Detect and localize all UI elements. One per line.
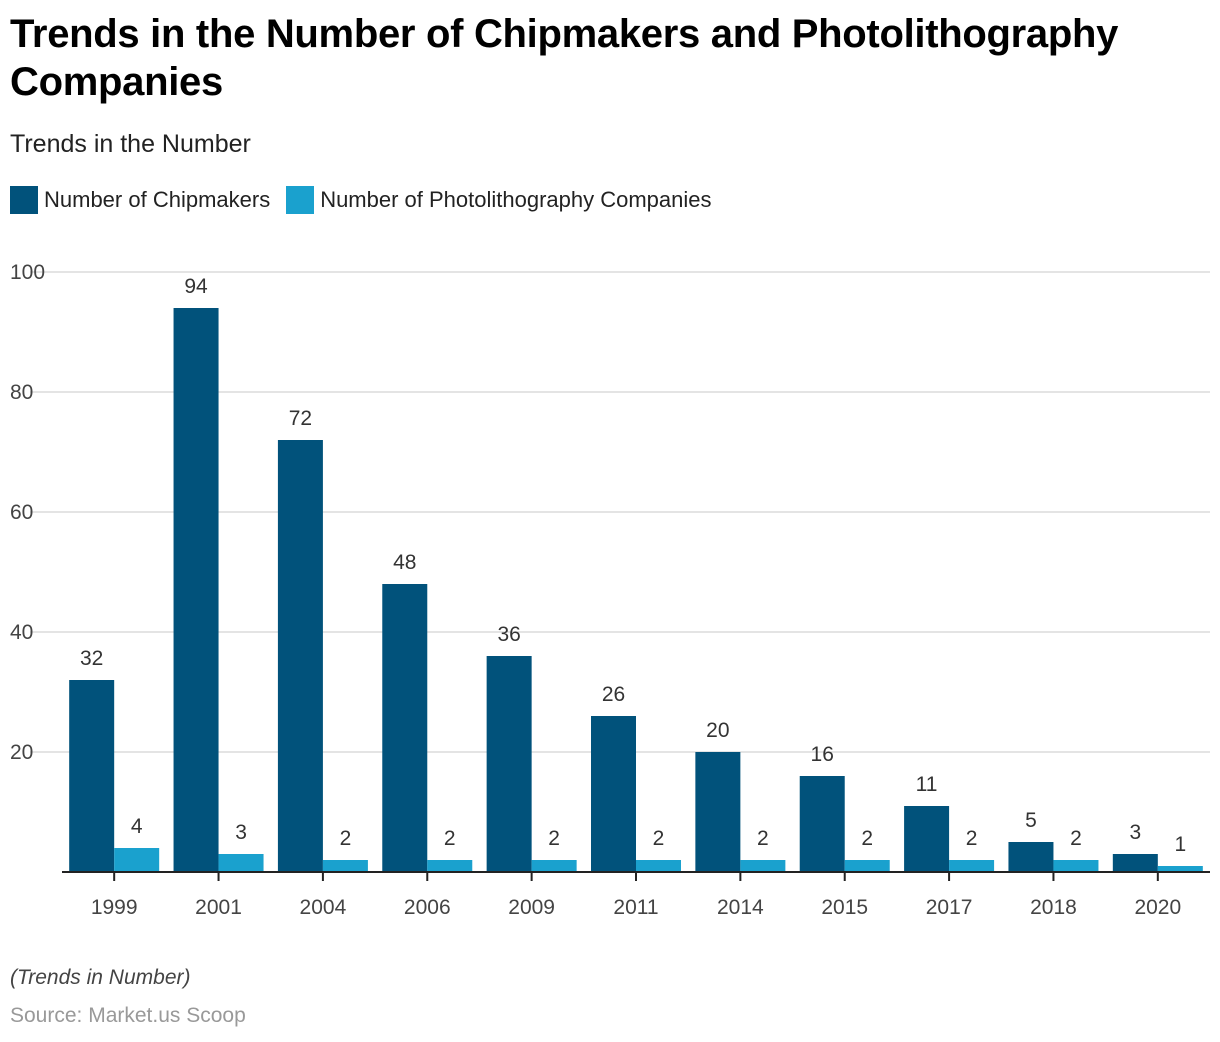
data-label-photolithography: 1 <box>1174 833 1186 856</box>
data-label-chipmakers: 16 <box>811 743 834 766</box>
bar-photolithography <box>218 854 264 872</box>
x-tick-label: 2011 <box>613 896 658 919</box>
bars <box>69 308 1203 872</box>
bar-chipmakers <box>173 308 219 872</box>
data-label-photolithography: 2 <box>1070 827 1082 850</box>
bar-photolithography <box>1053 860 1099 872</box>
x-tick-label: 2006 <box>404 896 451 919</box>
bar-photolithography <box>114 848 160 872</box>
y-tick-label: 60 <box>10 501 33 524</box>
bar-photolithography <box>636 860 681 872</box>
bar-chipmakers <box>1112 854 1158 872</box>
data-label-photolithography: 2 <box>861 827 873 850</box>
bar-photolithography <box>427 860 473 872</box>
chart-note: (Trends in Number) <box>10 966 191 989</box>
bar-chipmakers <box>799 776 845 872</box>
data-label-chipmakers: 72 <box>289 407 312 430</box>
x-tick-label: 2015 <box>821 896 868 919</box>
data-label-photolithography: 2 <box>653 827 665 850</box>
data-label-photolithography: 2 <box>548 827 560 850</box>
bar-chipmakers <box>904 806 950 872</box>
x-tick-label: 2001 <box>195 896 242 919</box>
data-label-chipmakers: 3 <box>1129 821 1141 844</box>
data-label-photolithography: 3 <box>235 821 247 844</box>
bar-chipmakers <box>382 584 428 872</box>
data-label-photolithography: 2 <box>340 827 352 850</box>
bar-photolithography <box>322 860 368 872</box>
legend-item-chipmakers[interactable]: Number of Chipmakers <box>10 186 270 214</box>
y-axis-ticks: 20 40 60 80 100 <box>10 261 45 764</box>
x-tick-label: 2018 <box>1030 896 1077 919</box>
data-label-chipmakers: 11 <box>916 773 938 796</box>
chart-source: Source: Market.us Scoop <box>10 1004 246 1027</box>
data-label-chipmakers: 48 <box>393 551 416 574</box>
data-label-photolithography: 2 <box>757 827 769 850</box>
data-label-chipmakers: 26 <box>602 683 625 706</box>
legend: Number of Chipmakers Number of Photolith… <box>10 186 728 214</box>
legend-item-photolithography[interactable]: Number of Photolithography Companies <box>286 186 712 214</box>
chart-subtitle: Trends in the Number <box>10 130 251 158</box>
x-tick-label: 1999 <box>91 896 138 919</box>
legend-swatch-photolithography <box>286 186 315 214</box>
data-label-chipmakers: 32 <box>80 647 103 670</box>
y-tick-label: 40 <box>10 621 33 644</box>
x-axis: 1999 2001 2004 2006 2009 2011 2014 2015 2017 2018… <box>62 871 1210 919</box>
x-tick-label: 2020 <box>1134 896 1181 919</box>
bar-chipmakers <box>486 656 532 872</box>
data-label-chipmakers: 94 <box>184 275 208 298</box>
data-label-photolithography: 2 <box>966 827 978 850</box>
data-labels: 32 4 94 3 72 2 48 2 36 2 26 2 20 2 16 2 11 2 5 2 3 1 <box>80 275 1186 856</box>
x-tick-label: 2009 <box>508 896 555 919</box>
data-label-chipmakers: 36 <box>497 623 520 646</box>
data-label-photolithography: 4 <box>131 815 143 838</box>
y-tick-label: 80 <box>10 381 33 404</box>
bar-chipmakers <box>695 752 741 872</box>
x-tick-label: 2017 <box>926 896 973 919</box>
y-tick-label: 20 <box>10 741 33 764</box>
data-label-chipmakers: 5 <box>1025 809 1037 832</box>
data-label-chipmakers: 20 <box>706 719 729 742</box>
bar-photolithography <box>531 860 577 872</box>
bar-chipmakers <box>1008 842 1054 872</box>
data-label-photolithography: 2 <box>444 827 456 850</box>
chart-title: Trends in the Number of Chipmakers and P… <box>10 12 1119 104</box>
legend-swatch-chipmakers <box>10 186 38 214</box>
legend-label-photolithography: Number of Photolithography Companies <box>320 187 712 212</box>
bar-photolithography <box>740 860 786 872</box>
bar-photolithography <box>949 860 995 872</box>
x-tick-label: 2014 <box>717 896 764 919</box>
bar-chipmakers <box>591 716 636 872</box>
y-tick-label: 100 <box>10 261 45 284</box>
legend-label-chipmakers: Number of Chipmakers <box>44 187 271 212</box>
bar-photolithography <box>844 860 890 872</box>
bar-chipmakers <box>277 440 323 872</box>
x-tick-label: 2004 <box>300 896 347 919</box>
bar-chipmakers <box>69 680 115 872</box>
bar-photolithography <box>1157 866 1203 872</box>
